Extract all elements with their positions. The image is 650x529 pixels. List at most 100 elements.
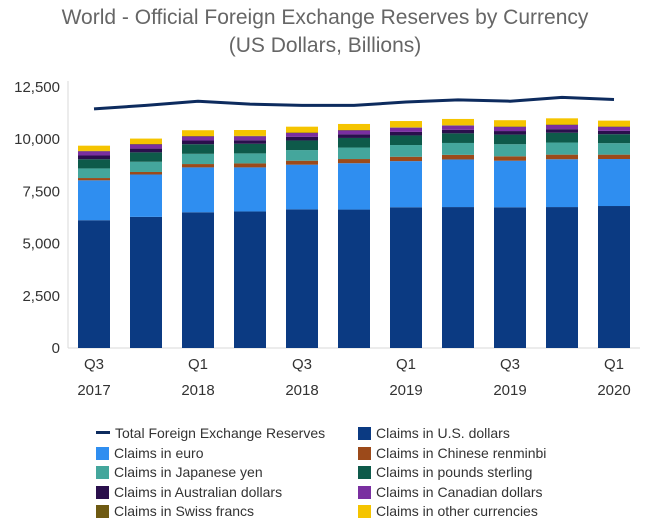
bar-segment [286,140,318,151]
bar-segment [494,126,526,132]
y-tick-label: 0 [52,340,60,357]
legend-swatch [96,446,109,460]
bar-segment [546,129,578,133]
x-tick-label: 2018 [181,382,214,399]
bar-segment [598,130,630,135]
bar-segment [494,207,526,348]
bar-segment [286,136,318,141]
bar-segment [390,121,422,128]
legend-item: Claims in other currencies [358,503,538,519]
legend-item: Claims in Chinese renminbi [358,445,546,461]
bar-segment [390,145,422,157]
bar-segment [442,159,474,208]
legend-swatch [358,485,371,499]
bar-segment [182,167,214,213]
legend-swatch [96,485,109,499]
bar-segment [598,126,630,131]
bar-segment [442,118,474,126]
bar-segment [130,171,162,175]
bar-segment [494,160,526,208]
legend-item: Claims in euro [96,445,203,461]
bar-segment [442,142,474,155]
bar-segment [234,153,266,164]
bar-segment [442,207,474,348]
bar-segment [78,168,110,179]
legend-label: Claims in Canadian dollars [376,483,543,500]
bar-segment [182,140,214,145]
legend-label: Claims in Chinese renminbi [376,444,547,461]
chart-subtitle: (US Dollars, Billions) [228,34,422,57]
legend-label: Claims in Swiss francs [114,503,255,519]
bar-segment [234,130,266,136]
legend-label: Claims in Australian dollars [114,483,283,500]
bar-segment [598,143,630,155]
bar-segment [234,211,266,348]
bar-segment [130,148,162,153]
bar-segment [494,156,526,161]
bar-segment [390,156,422,162]
x-tick-label: 2017 [77,382,110,399]
legend-item: Claims in Australian dollars [96,484,282,500]
bar-segment [234,140,266,144]
bar-segment [338,137,370,148]
bar-segment [442,129,474,134]
bar-segment [390,127,422,132]
bar-segment [286,164,318,210]
legend-swatch [96,431,110,434]
bar-segment [286,150,318,161]
bar-segment [390,131,422,136]
x-tick-label: 2020 [597,382,630,399]
bar-segment [182,164,214,168]
legend-label: Claims in Japanese yen [114,464,263,480]
legend-swatch [358,505,371,518]
bar-segment [338,123,370,131]
x-tick-label: 2018 [285,382,318,399]
legend-label: Total Foreign Exchange Reserves [115,425,326,441]
bar-segment [338,163,370,210]
bar-segment [234,163,266,168]
bar-segment [546,118,578,125]
total-reserves-line [93,95,615,111]
legend-swatch [96,505,109,518]
bar-segment [130,152,162,162]
bar-segment [78,180,110,221]
legend-item: Claims in Japanese yen [96,464,263,480]
bar-segment [130,174,162,217]
bar-segment [546,142,578,155]
bar-segment [286,209,318,348]
y-tick-label: 7,500 [22,183,60,200]
bar-segment [546,154,578,160]
bar-segment [338,147,370,160]
bar-segment [182,212,214,348]
chart-title: World - Official Foreign Exchange Reserv… [61,6,589,29]
legend-item: Claims in Canadian dollars [358,484,543,500]
bar-segment [130,138,162,145]
bar-segment [390,161,422,208]
x-tick-label: Q3 [292,356,312,373]
bar-segment [234,167,266,212]
bar-segment [130,161,162,172]
bar-segment [598,120,630,127]
bar-segment [234,136,266,141]
x-tick-label: Q3 [500,356,520,373]
bar-segment [78,151,110,156]
bar-segment [338,130,370,135]
bar-segment [442,125,474,130]
bar-segment [494,120,526,127]
bar-segment [286,132,318,137]
bar-segment [78,145,110,151]
legend-item: Claims in Swiss francs [96,503,254,519]
bar-segment [338,134,370,138]
bar-segment [598,206,630,348]
bar-segment [78,178,110,181]
bar-segment [494,131,526,135]
bar-segment [182,144,214,154]
x-tick-label: Q1 [396,356,416,373]
x-tick-label: Q3 [84,356,104,373]
stacked-bar-chart: 0 2,500 5,000 7,500 10,000 12,500 Q3 2017 Q1 2018… [14,79,640,399]
bar-segment [494,134,526,145]
bar-segment [390,207,422,348]
y-tick-label: 10,000 [14,131,60,148]
bar-segment [286,126,318,133]
bar-segment [182,136,214,141]
